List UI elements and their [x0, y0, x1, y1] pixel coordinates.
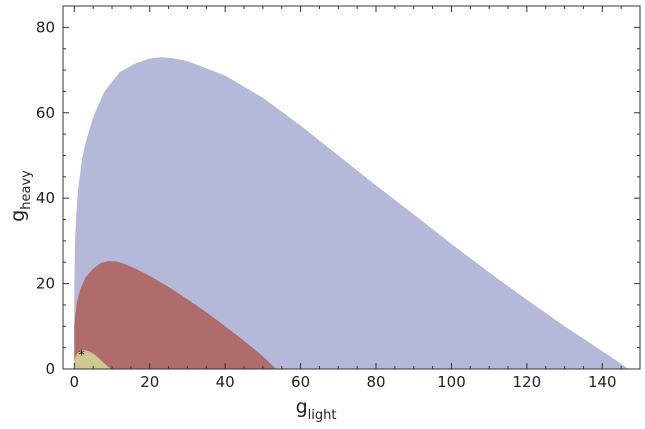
x-tick-label: 80 — [366, 373, 385, 391]
region-1 — [74, 57, 629, 369]
region-2 — [74, 261, 277, 369]
y-axis-title-group: gheavy — [7, 170, 34, 222]
ticks-layer: 0 20 40 60 80 100 120 140 0 20 40 60 80 — [36, 5, 641, 391]
region-3 — [74, 350, 111, 369]
x-tick-label: 140 — [588, 373, 617, 391]
x-axis-title-sub: light — [308, 408, 337, 423]
x-axis-title-base: g — [296, 396, 308, 418]
star-marker: * — [78, 348, 85, 363]
x-tick-label: 0 — [70, 373, 80, 391]
axes-frame — [62, 5, 641, 370]
y-axis-title-sub: heavy — [19, 170, 34, 210]
y-axis-title-base: g — [7, 210, 29, 222]
y-tick-label: 0 — [45, 360, 55, 378]
x-axis-title: glight — [296, 396, 337, 423]
plot-frame — [62, 5, 641, 370]
marker-layer: * — [78, 348, 85, 363]
x-tick-label: 100 — [437, 373, 466, 391]
y-tick-label: 20 — [36, 275, 55, 293]
y-tick-label: 60 — [36, 104, 55, 122]
regions-layer — [74, 57, 629, 369]
x-tick-label: 20 — [140, 373, 159, 391]
y-tick-label: 80 — [36, 18, 55, 36]
y-tick-label: 40 — [36, 189, 55, 207]
x-tick-label: 120 — [513, 373, 542, 391]
x-tick-label: 60 — [291, 373, 310, 391]
y-axis-title: gheavy — [7, 170, 34, 222]
x-tick-label: 40 — [216, 373, 235, 391]
